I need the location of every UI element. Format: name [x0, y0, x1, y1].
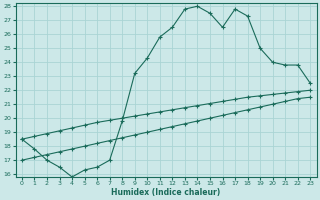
X-axis label: Humidex (Indice chaleur): Humidex (Indice chaleur)	[111, 188, 221, 197]
